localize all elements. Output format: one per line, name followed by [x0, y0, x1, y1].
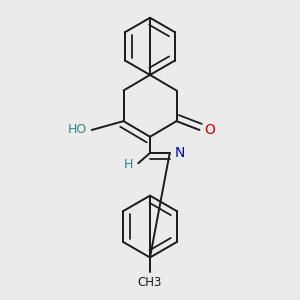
Text: O: O [205, 123, 215, 137]
Text: N: N [174, 146, 184, 160]
Text: H: H [124, 158, 133, 171]
Text: HO: HO [68, 124, 87, 136]
Text: CH3: CH3 [138, 276, 162, 289]
